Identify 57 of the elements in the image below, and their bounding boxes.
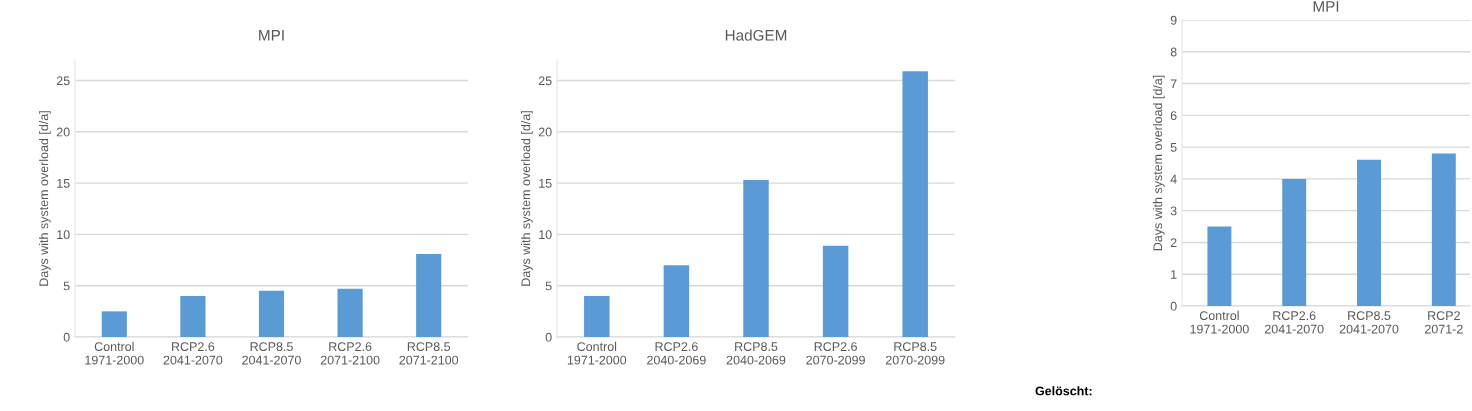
x-tick-label: RCP2.6 2041-2070	[163, 342, 223, 365]
bar	[902, 71, 928, 337]
bar	[743, 180, 769, 337]
y-tick-label: 15	[539, 179, 552, 188]
text: Gelöscht:	[1035, 386, 1092, 396]
y-tick-label: 20	[538, 127, 552, 137]
bar	[416, 253, 442, 337]
x-tick-label: RCP8.5 2041-2070	[242, 342, 301, 365]
x-tick-label: RCP8.5 2041-2070	[1339, 311, 1399, 334]
x-tick-label: RCP2 2071-2	[1424, 311, 1463, 334]
chart-title: MPI	[1313, 1, 1339, 12]
y-tick-label: 4	[1170, 174, 1177, 184]
bar	[1207, 226, 1232, 306]
bar	[1431, 153, 1456, 306]
y-tick-label: 20	[56, 127, 70, 137]
y-tick-label: 25	[56, 76, 70, 86]
y-tick-label: 9	[1170, 15, 1177, 25]
y-tick-label: 10	[57, 230, 70, 240]
y-tick-label: 15	[57, 179, 70, 188]
x-tick-label: RCP2.6 2071-2100	[320, 342, 380, 365]
y-axis-title: Days with system overload [d/a]	[39, 111, 51, 286]
x-tick-label: RCP2.6 2040-2069	[647, 342, 706, 365]
y-tick-label: 2	[1170, 238, 1177, 247]
bar	[822, 245, 849, 337]
bar	[180, 295, 206, 337]
bar	[663, 265, 690, 337]
y-axis-title: Days with system overload [d/a]	[1152, 75, 1165, 251]
x-tick-label: RCP8.5 2071-2100	[399, 342, 459, 365]
y-tick-label: 25	[538, 76, 552, 86]
y-tick-label: 6	[1170, 111, 1177, 120]
bar	[584, 295, 610, 337]
y-tick-label: 5	[1170, 143, 1177, 152]
y-tick-label: 7	[1170, 79, 1177, 89]
bar	[101, 311, 127, 337]
bar	[258, 290, 285, 337]
bar	[1282, 178, 1307, 306]
y-tick-label: 0	[1170, 301, 1177, 311]
y-axis-title: Days with system overload [d/a]	[521, 111, 533, 286]
x-tick-label: Control 1971-2000	[567, 341, 627, 365]
y-tick-label: 10	[539, 230, 552, 240]
x-tick-label: Control 1971-2000	[85, 341, 144, 365]
y-tick-label: 0	[63, 332, 70, 342]
x-tick-label: RCP8.5 2040-2069	[726, 342, 786, 365]
x-tick-label: RCP8.5 2070-2099	[885, 342, 945, 365]
x-tick-label: RCP2.6 2070-2099	[806, 342, 865, 365]
y-tick-label: 5	[63, 281, 70, 291]
bar	[1357, 159, 1381, 306]
y-tick-label: 0	[545, 332, 552, 342]
chart-title: MPI	[259, 30, 284, 41]
y-tick-label: 8	[1170, 47, 1177, 57]
chart-title: HadGEM	[725, 29, 787, 41]
x-tick-label: RCP2.6 2041-2070	[1264, 311, 1324, 334]
y-tick-label: 5	[545, 281, 552, 291]
bar	[337, 288, 363, 337]
y-tick-label: 1	[1171, 270, 1177, 279]
y-tick-label: 3	[1170, 206, 1177, 216]
x-tick-label: Control 1971-2000	[1190, 310, 1249, 334]
